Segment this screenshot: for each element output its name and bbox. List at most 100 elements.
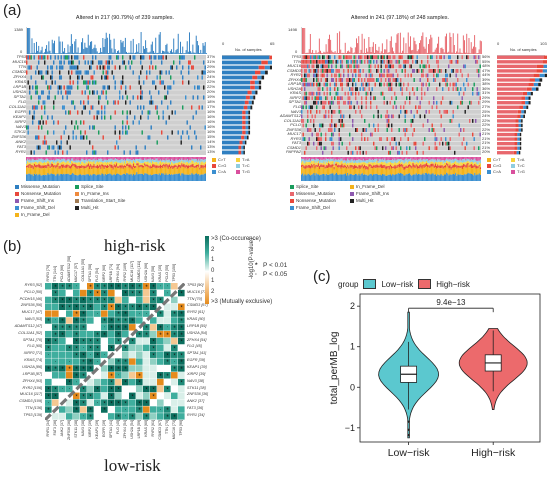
mutation-cell [337, 87, 339, 92]
tmb-bar [106, 37, 108, 54]
snv-segment [424, 167, 426, 173]
heatmap-cell [45, 365, 52, 372]
snv-segment [449, 159, 451, 162]
snv-segment [47, 157, 49, 159]
snv-segment [347, 157, 349, 159]
mutation-cell [347, 150, 349, 155]
mutation-cell [304, 82, 306, 87]
snv-segment [457, 160, 459, 163]
snv-segment [203, 159, 205, 163]
mutation-cell [36, 145, 38, 150]
snv-segment [322, 165, 324, 168]
significance-star: * [180, 353, 183, 359]
heatmap-cell [129, 317, 136, 324]
side-bar-segment [245, 130, 249, 135]
heatmap-cell [143, 365, 150, 372]
heatmap-cell [164, 289, 171, 297]
heatmap-gene-label: COL11A1 [52] [18, 330, 42, 335]
snv-segment [45, 159, 47, 163]
mutation-cell [356, 64, 358, 69]
significance-dot: · [69, 386, 71, 392]
mutation-cell [353, 59, 355, 64]
mutation-cell [413, 128, 415, 132]
heatmap-cell [157, 385, 164, 393]
snv-segment [149, 158, 151, 162]
side-bar-segment [248, 125, 251, 130]
heatmap-cell [52, 296, 59, 304]
mutation-cell [391, 128, 393, 132]
mutation-cell [410, 73, 412, 78]
snv-segment [432, 173, 434, 181]
heatmap-cell [80, 303, 87, 310]
heatmap-cell [143, 310, 150, 317]
snv-segment [348, 175, 350, 181]
mutation-cell [150, 95, 152, 100]
tmb-bar [94, 44, 96, 54]
snv-segment [361, 162, 363, 165]
mutation-cell [478, 73, 480, 78]
mutation-cell [406, 59, 408, 64]
gene-percent: 48% [482, 63, 491, 69]
snv-segment [72, 165, 74, 173]
mutation-cell [403, 105, 405, 110]
snv-segment [199, 169, 201, 176]
snv-segment [378, 157, 380, 160]
mutation-cell [394, 137, 396, 142]
snv-segment [147, 167, 149, 175]
mutation-cell [125, 90, 127, 95]
mutation-cell [177, 130, 179, 135]
mutation-cell [353, 55, 355, 60]
snv-segment [148, 157, 150, 160]
snv-segment [40, 168, 42, 176]
heatmap-cell [45, 289, 52, 297]
mutation-cell [355, 96, 357, 101]
mutation-cell [316, 146, 318, 151]
snv-segment [312, 165, 314, 168]
snv-segment [443, 174, 445, 181]
mutation-cell [365, 55, 367, 60]
mutation-cell [149, 65, 151, 70]
snv-segment [149, 168, 151, 175]
mutation-cell [331, 68, 333, 73]
mutation-cell [376, 55, 378, 60]
heatmap-cell [122, 324, 129, 331]
mutation-cell [38, 145, 40, 150]
snv-segment [67, 157, 69, 160]
mutation-cell [349, 64, 351, 69]
tmb-bar [464, 40, 465, 54]
snv-segment [122, 173, 124, 181]
heatmap-cell [52, 283, 59, 290]
mutation-cell [44, 100, 46, 105]
snv-segment [314, 157, 316, 161]
snv-segment [146, 159, 148, 163]
snv-segment [470, 164, 472, 168]
snv-segment [33, 163, 35, 167]
snv-segment [352, 160, 354, 164]
heatmap-cell [73, 283, 80, 290]
mutation-cell [338, 132, 340, 137]
snv-segment [153, 162, 155, 165]
mutation-cell [329, 100, 331, 105]
mutation-cell [422, 64, 424, 69]
mutation-cell [323, 100, 325, 105]
heatmap-cell [80, 365, 87, 372]
snv-segment [127, 173, 129, 181]
mutation-cell [449, 118, 451, 123]
snv-segment [78, 174, 80, 181]
mutation-cell [419, 78, 421, 82]
mutation-cell [382, 59, 384, 64]
snv-segment [347, 166, 349, 173]
mutation-cell [454, 150, 456, 155]
mutation-cell [57, 85, 59, 90]
heatmap-gene-label: EGFR [39] [101, 420, 106, 437]
snv-segment [428, 157, 430, 161]
snv-segment [389, 164, 391, 167]
mutation-cell [87, 60, 89, 65]
significance-star: * [110, 346, 113, 352]
snv-segment [112, 169, 114, 175]
mutation-cell [93, 70, 95, 75]
snv-segment [119, 160, 121, 164]
snv-segment [456, 157, 458, 160]
snv-segment [467, 172, 469, 181]
significance-dot: · [62, 386, 64, 392]
